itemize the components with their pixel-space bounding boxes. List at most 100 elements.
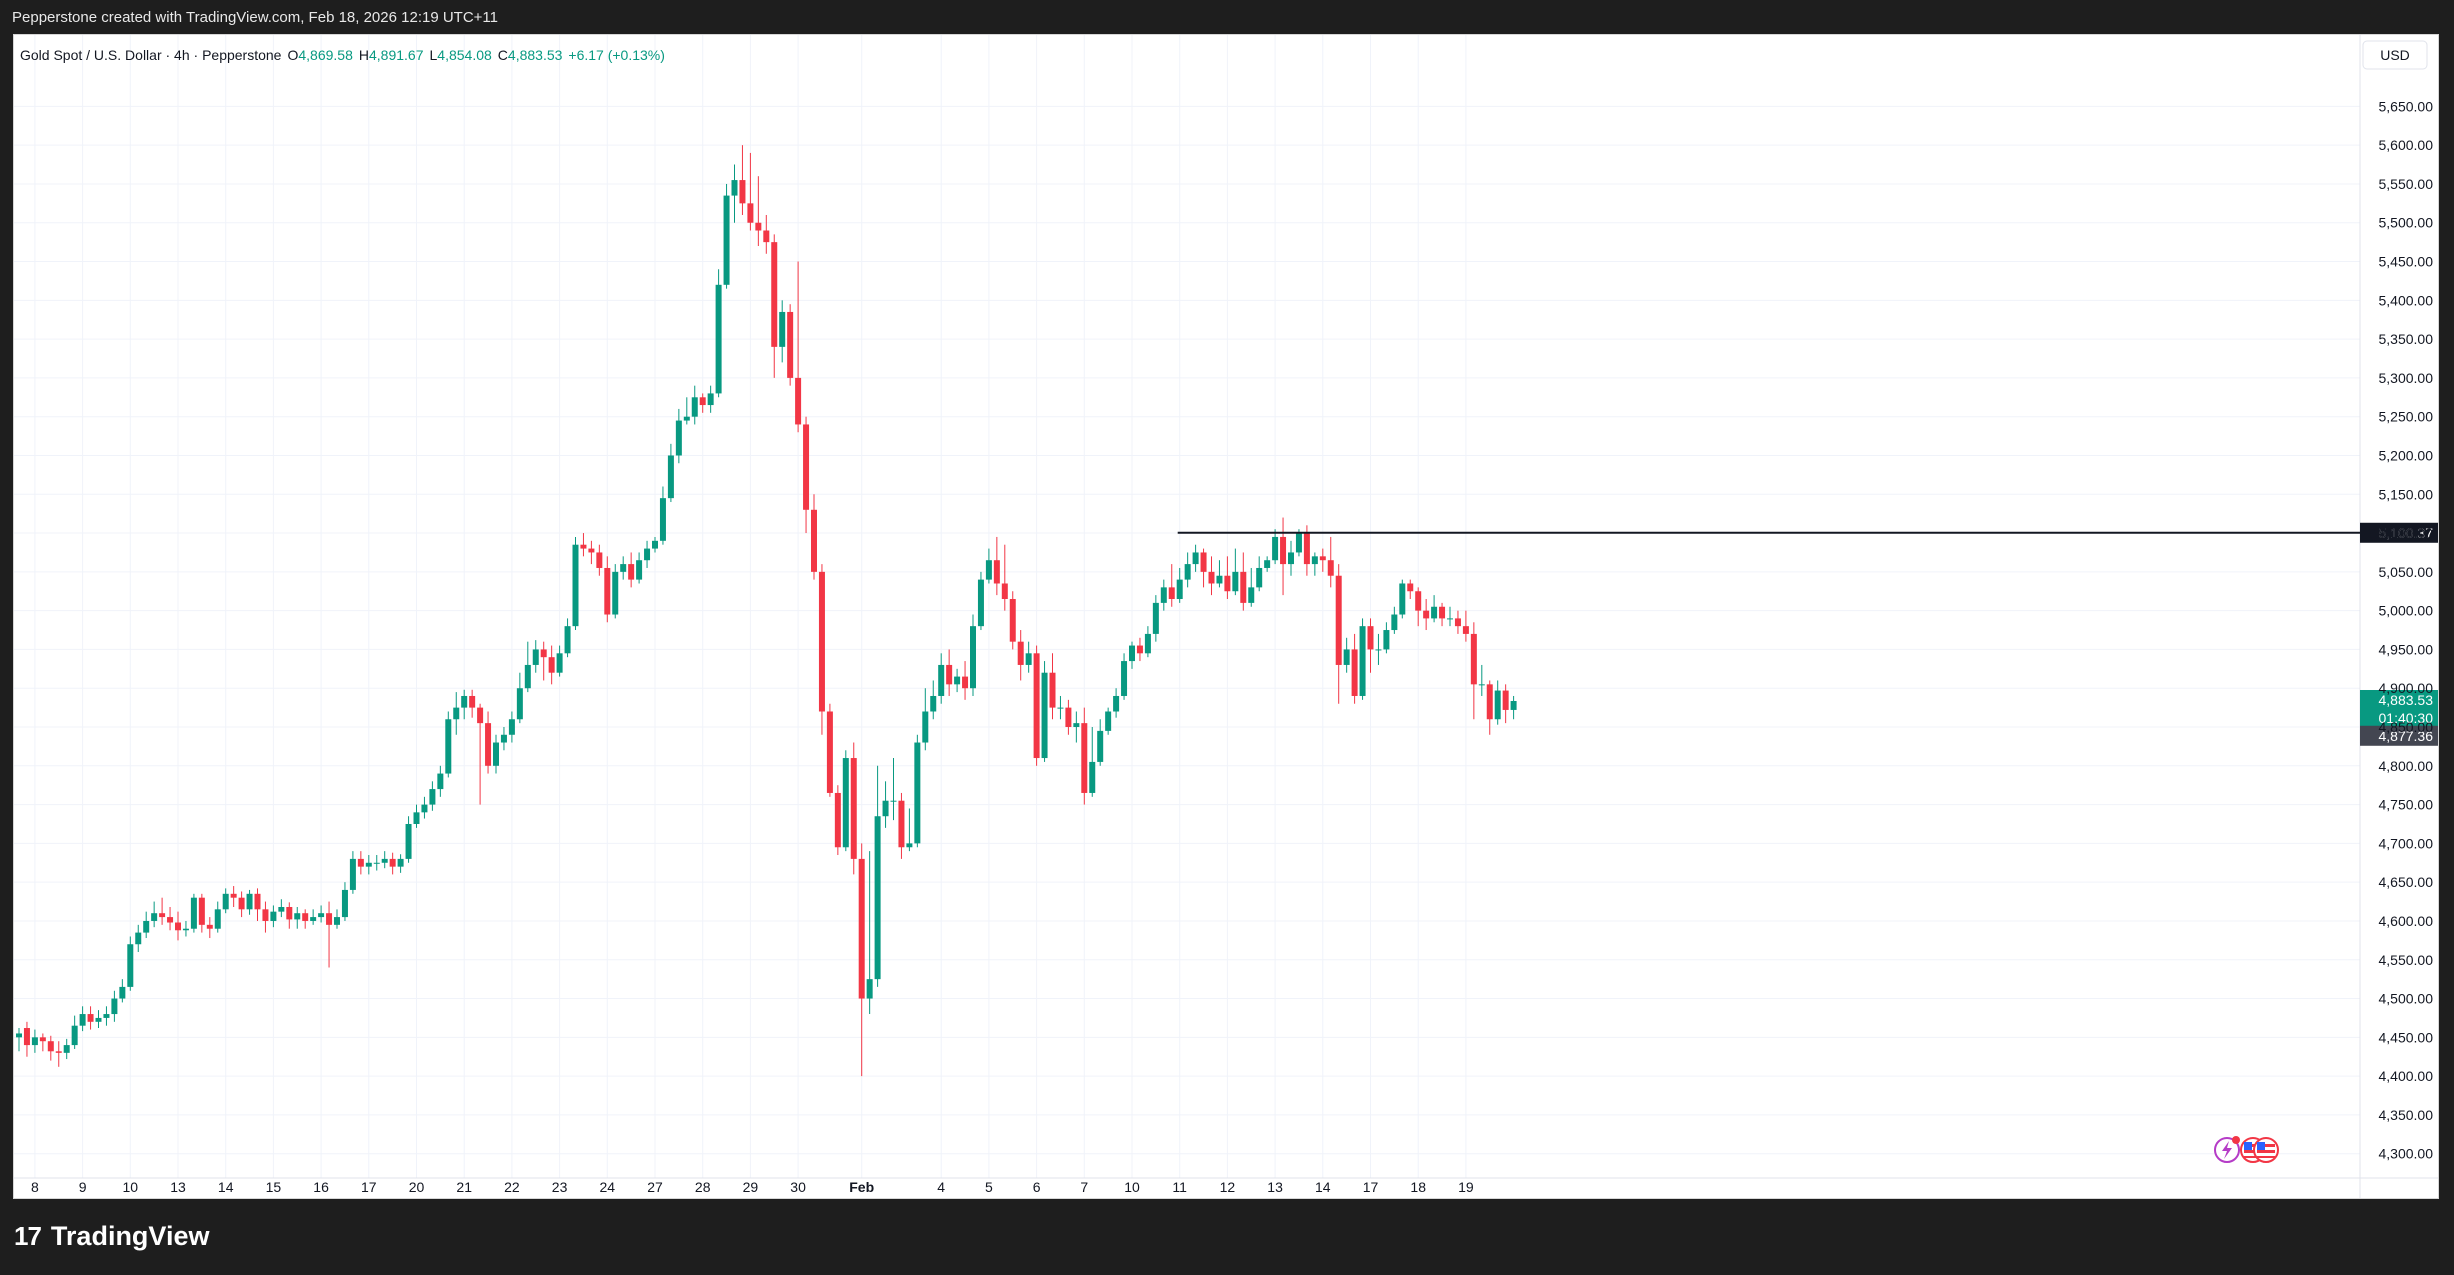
candle-up[interactable] — [938, 653, 945, 704]
candle-up[interactable] — [135, 924, 142, 952]
candle-up[interactable] — [445, 711, 452, 778]
candle-up[interactable] — [143, 911, 150, 939]
candle-down[interactable] — [850, 742, 857, 875]
candle-up[interactable] — [1399, 579, 1406, 619]
candle-down[interactable] — [1415, 587, 1422, 627]
candle-up[interactable] — [413, 804, 420, 828]
candle-up[interactable] — [405, 816, 412, 863]
candle-up[interactable] — [222, 888, 229, 914]
candle-down[interactable] — [739, 145, 746, 215]
candle-up[interactable] — [349, 851, 356, 894]
candle-up[interactable] — [524, 641, 531, 693]
candle-up[interactable] — [397, 854, 404, 873]
candle-down[interactable] — [485, 711, 492, 774]
candle-up[interactable] — [71, 1015, 78, 1049]
candle-down[interactable] — [477, 703, 484, 805]
candle-up[interactable] — [1311, 552, 1318, 576]
candle-down[interactable] — [540, 641, 547, 681]
symbol-label[interactable]: Gold Spot / U.S. Dollar · 4h · Peppersto… — [20, 47, 282, 63]
candle-up[interactable] — [95, 1010, 102, 1029]
candle-down[interactable] — [1280, 517, 1287, 596]
lightning-icon[interactable] — [2214, 1136, 2240, 1163]
candle-down[interactable] — [1240, 552, 1247, 611]
chart-frame[interactable]: 5,100.37 4,883.53 01:40:30 4,877.36 4,300.0… — [13, 34, 2439, 1199]
candle-down[interactable] — [818, 564, 825, 735]
candle-up[interactable] — [508, 711, 515, 743]
candle-up[interactable] — [954, 668, 961, 693]
candle-down[interactable] — [238, 891, 245, 918]
us-flag-icon[interactable] — [2253, 1137, 2279, 1163]
candle-up[interactable] — [572, 536, 579, 631]
candle-up[interactable] — [1447, 606, 1453, 627]
candle-up[interactable] — [564, 618, 571, 658]
candle-up[interactable] — [1288, 540, 1294, 576]
candle-down[interactable] — [55, 1041, 62, 1067]
candle-up[interactable] — [707, 385, 714, 413]
candle-up[interactable] — [914, 734, 921, 848]
candle-down[interactable] — [1319, 548, 1326, 572]
candle-down[interactable] — [262, 901, 269, 933]
candle-down[interactable] — [230, 886, 237, 907]
candle-up[interactable] — [731, 164, 738, 223]
candle-down[interactable] — [1168, 564, 1175, 607]
candle-up[interactable] — [334, 909, 340, 929]
candle-up[interactable] — [246, 889, 253, 915]
candle-up[interactable] — [1248, 567, 1255, 607]
candle-down[interactable] — [286, 902, 293, 929]
candle-up[interactable] — [500, 727, 507, 751]
candle-down[interactable] — [747, 152, 754, 231]
candle-up[interactable] — [190, 893, 197, 933]
candle-down[interactable] — [858, 843, 865, 1077]
candle-down[interactable] — [167, 906, 174, 931]
candle-up[interactable] — [723, 183, 730, 289]
candle-up[interactable] — [644, 540, 651, 568]
candle-down[interactable] — [1423, 599, 1430, 631]
candle-up[interactable] — [691, 385, 698, 425]
candle-down[interactable] — [771, 234, 778, 378]
candle-up[interactable] — [1057, 695, 1064, 720]
candle-up[interactable] — [842, 750, 849, 852]
candle-up[interactable] — [1375, 633, 1382, 665]
candle-up[interactable] — [63, 1038, 70, 1060]
candle-down[interactable] — [548, 645, 555, 685]
candle-up[interactable] — [985, 548, 992, 584]
candle-up[interactable] — [103, 1006, 110, 1026]
candle-down[interactable] — [1224, 556, 1231, 600]
candle-down[interactable] — [1017, 630, 1024, 681]
candle-up[interactable] — [278, 899, 285, 918]
candle-up[interactable] — [365, 855, 372, 875]
candle-down[interactable] — [699, 393, 706, 413]
candle-up[interactable] — [1152, 595, 1159, 642]
candle-up[interactable] — [652, 536, 658, 553]
candle-down[interactable] — [596, 544, 603, 576]
candle-down[interactable] — [302, 909, 309, 929]
candle-down[interactable] — [787, 304, 794, 386]
currency-button[interactable]: USD — [2362, 40, 2428, 70]
candle-down[interactable] — [763, 214, 770, 254]
candle-up[interactable] — [421, 796, 428, 819]
candle-down[interactable] — [47, 1035, 54, 1061]
candle-down[interactable] — [588, 540, 595, 565]
candle-up[interactable] — [922, 688, 929, 751]
candle-up[interactable] — [977, 571, 984, 631]
candle-up[interactable] — [1383, 622, 1390, 654]
candle-down[interactable] — [803, 416, 810, 534]
candle-up[interactable] — [612, 564, 619, 619]
candle-down[interactable] — [1470, 622, 1477, 720]
candle-down[interactable] — [357, 851, 364, 875]
candle-down[interactable] — [1136, 637, 1143, 662]
candle-up[interactable] — [1264, 556, 1271, 572]
candle-up[interactable] — [1494, 680, 1501, 725]
candle-down[interactable] — [1367, 618, 1374, 673]
candle-up[interactable] — [381, 851, 388, 869]
event-icons[interactable] — [2214, 1136, 2279, 1163]
tradingview-logo[interactable]: 17 TradingView — [14, 1221, 209, 1252]
candle-down[interactable] — [1208, 556, 1215, 596]
candle-down[interactable] — [1001, 544, 1008, 611]
candle-up[interactable] — [453, 692, 460, 735]
candle-down[interactable] — [811, 494, 817, 580]
candle-down[interactable] — [1439, 602, 1446, 627]
candle-up[interactable] — [310, 909, 317, 925]
candle-down[interactable] — [580, 533, 587, 557]
candle-up[interactable] — [516, 672, 523, 724]
